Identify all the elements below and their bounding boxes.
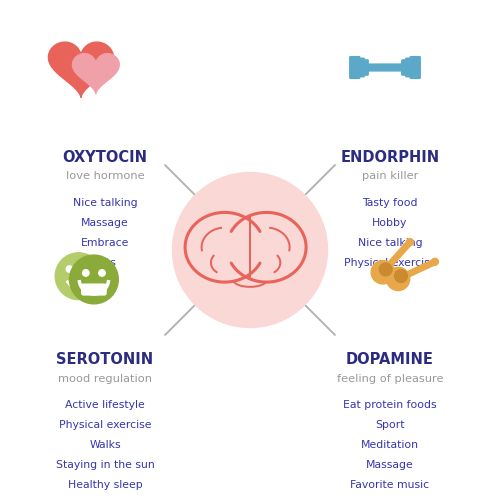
FancyBboxPatch shape: [355, 58, 365, 78]
FancyBboxPatch shape: [360, 59, 369, 76]
Polygon shape: [48, 42, 114, 98]
Text: Active lifestyle: Active lifestyle: [65, 400, 145, 410]
Circle shape: [371, 260, 394, 284]
Circle shape: [82, 270, 89, 276]
Text: Massage: Massage: [366, 460, 414, 470]
FancyBboxPatch shape: [401, 59, 410, 76]
Circle shape: [386, 268, 409, 290]
Circle shape: [70, 255, 118, 304]
FancyBboxPatch shape: [410, 56, 421, 79]
Circle shape: [66, 266, 73, 272]
Circle shape: [82, 266, 89, 272]
Text: Hobby: Hobby: [372, 218, 408, 228]
Text: Meditation: Meditation: [361, 440, 419, 450]
Circle shape: [432, 258, 438, 266]
Text: Nice talking: Nice talking: [358, 238, 422, 248]
Text: Physical exercise: Physical exercise: [344, 258, 436, 268]
Text: Walks: Walks: [89, 440, 121, 450]
Text: Healthy sleep: Healthy sleep: [68, 480, 142, 490]
Text: Nice talking: Nice talking: [72, 198, 138, 207]
Text: mood regulation: mood regulation: [58, 374, 152, 384]
Text: pain killer: pain killer: [362, 171, 418, 181]
Text: Sport: Sport: [375, 420, 405, 430]
Circle shape: [394, 270, 407, 282]
Text: love hormone: love hormone: [66, 171, 144, 181]
Text: Staying in the sun: Staying in the sun: [56, 460, 154, 470]
Text: Tasty food: Tasty food: [362, 198, 418, 207]
Circle shape: [406, 238, 414, 246]
Text: Embrace: Embrace: [81, 238, 129, 248]
FancyBboxPatch shape: [81, 284, 107, 296]
Circle shape: [380, 263, 392, 276]
FancyBboxPatch shape: [405, 58, 415, 78]
Circle shape: [99, 270, 105, 276]
Text: SEROTONIN: SEROTONIN: [56, 352, 154, 368]
Text: Physical exercise: Physical exercise: [59, 420, 151, 430]
Text: DOPAMINE: DOPAMINE: [346, 352, 434, 368]
Circle shape: [172, 172, 328, 328]
Text: OXYTOCIN: OXYTOCIN: [62, 150, 148, 165]
Text: Eat protein foods: Eat protein foods: [343, 400, 437, 410]
Text: feeling of pleasure: feeling of pleasure: [337, 374, 444, 384]
Text: Favorite music: Favorite music: [350, 480, 430, 490]
FancyBboxPatch shape: [359, 64, 411, 72]
Text: Pets: Pets: [94, 258, 116, 268]
Text: Massage: Massage: [81, 218, 129, 228]
Text: ENDORPHIN: ENDORPHIN: [340, 150, 440, 165]
FancyBboxPatch shape: [349, 56, 360, 79]
Polygon shape: [72, 54, 119, 94]
Circle shape: [55, 253, 102, 300]
